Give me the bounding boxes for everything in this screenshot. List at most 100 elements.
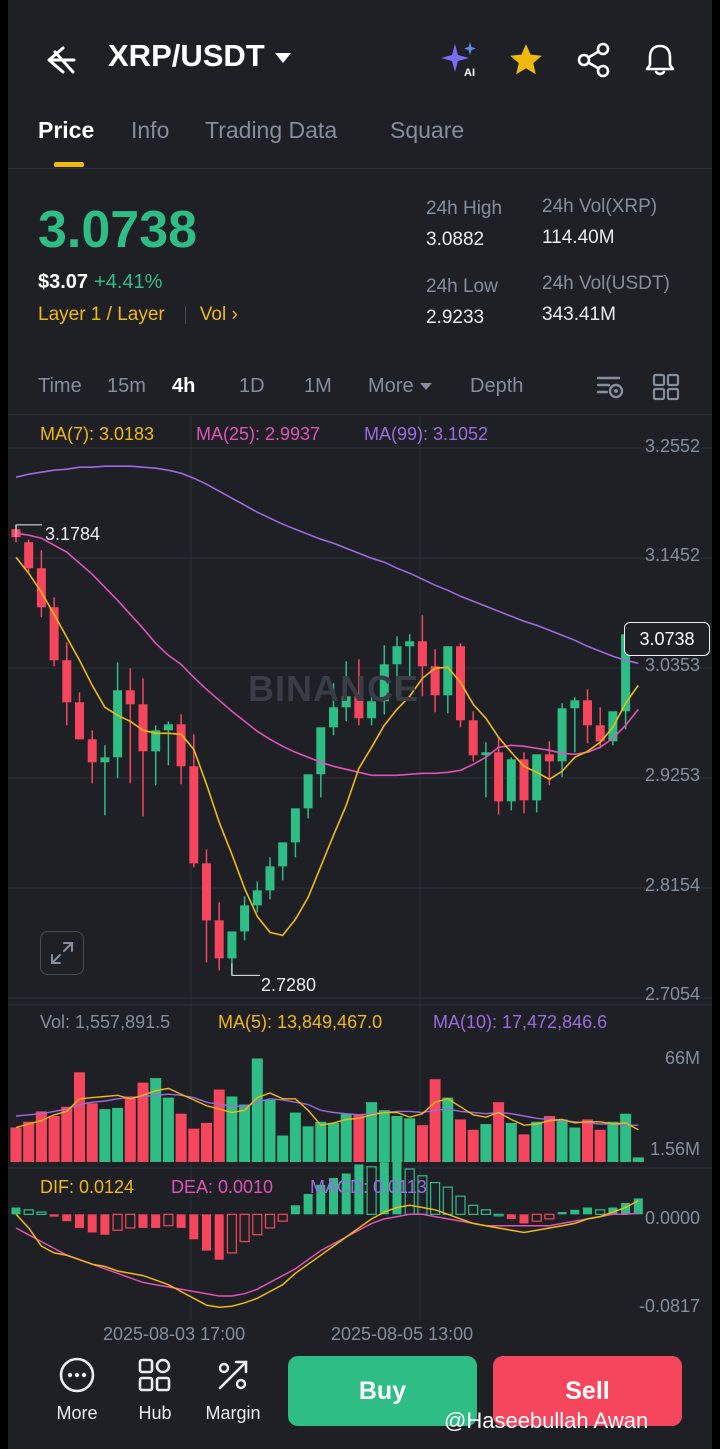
hub-grid-icon [138, 1358, 171, 1392]
24h-high-label: 24h High [426, 198, 503, 219]
candle-body [367, 701, 377, 719]
high-marker-leader [15, 524, 42, 537]
interval-divider [8, 414, 712, 415]
favorite-star-icon[interactable] [504, 38, 548, 82]
candle-body [163, 724, 173, 731]
fullscreen-expand-icon[interactable] [40, 931, 84, 975]
volume-bar [632, 1157, 644, 1162]
tab-trading-data[interactable]: Trading Data [205, 117, 338, 143]
interval-15m[interactable]: 15m [107, 375, 146, 397]
volume-ma10-label: MA(10): 17,472,846.6 [433, 1012, 608, 1032]
macd-histogram-bar [277, 1213, 288, 1222]
candle-body [468, 720, 478, 756]
macd-histogram-bar [392, 1159, 402, 1215]
interval-4h[interactable]: 4h [172, 375, 196, 397]
macd-histogram-bar [583, 1207, 592, 1215]
vol-link[interactable]: Vol › [199, 304, 238, 325]
candle-body [430, 666, 440, 696]
volume-bar [61, 1106, 73, 1162]
volume-bar [48, 1116, 60, 1162]
macd-histogram-bar [264, 1213, 276, 1229]
active-tab-indicator [54, 162, 84, 167]
volume-label: Vol: 1,557,891.5 [40, 1012, 171, 1032]
macd-histogram-bar [176, 1214, 186, 1228]
volume-bar [607, 1121, 619, 1162]
ma7-line [15, 556, 639, 937]
volume-bar [467, 1129, 479, 1162]
interval-1d[interactable]: 1D [239, 375, 265, 397]
volume-bar [582, 1119, 593, 1162]
volume-bar [556, 1119, 568, 1162]
share-icon[interactable] [572, 38, 616, 82]
macd-histogram-bar [570, 1209, 580, 1215]
candle-body [379, 664, 389, 702]
tab-info[interactable]: Info [131, 117, 170, 143]
candle-body [354, 696, 364, 719]
tag-separator [184, 305, 186, 324]
macd-histogram-bar [239, 1213, 250, 1243]
volume-bar [302, 1126, 314, 1162]
volume-bar [213, 1089, 225, 1162]
layout-grid-icon[interactable] [644, 365, 688, 409]
candle-body [621, 634, 631, 712]
candle-body [443, 646, 453, 696]
macd-histogram-bar [442, 1186, 453, 1215]
candle-body [36, 568, 46, 608]
macd-histogram-bar [49, 1214, 59, 1217]
macd-histogram-bar [316, 1184, 326, 1215]
candle-body [62, 660, 72, 703]
macd-histogram-bar [519, 1214, 529, 1224]
macd-axis-top: 0.0000 [644, 1208, 700, 1228]
hub-label: Hub [138, 1403, 172, 1423]
macd-histogram-bar [366, 1166, 377, 1215]
pair-title: XRP/USDT [108, 38, 265, 73]
candle-body [176, 724, 186, 767]
buy-button[interactable]: Buy [288, 1356, 477, 1426]
category-tag[interactable]: Layer 1 / Layer [38, 304, 165, 325]
margin-button[interactable]: Margin [198, 1356, 268, 1424]
macd-histogram-bar [125, 1213, 136, 1229]
macd-histogram-bar [36, 1211, 47, 1215]
interval-more[interactable]: More [368, 375, 432, 398]
candle-body [405, 641, 415, 647]
volume-bar [23, 1121, 35, 1162]
more-dots-icon [59, 1357, 95, 1393]
tags-row: Layer 1 / Layer Vol › [38, 304, 238, 326]
volume-bar [442, 1097, 454, 1162]
hub-button[interactable]: Hub [120, 1356, 190, 1424]
price-axis-label: 3.1452 [644, 545, 700, 565]
macd-dea-line [15, 1212, 639, 1297]
back-icon[interactable] [38, 38, 82, 82]
interval-1m[interactable]: 1M [304, 375, 332, 397]
time-axis-label: 2025-08-05 13:00 [331, 1324, 474, 1344]
caret-down-icon [274, 52, 291, 63]
price-axis-label: 2.8154 [644, 875, 700, 895]
current-price-tag: 3.0738 [624, 622, 710, 656]
volume-bar [455, 1119, 466, 1162]
price-change-percent: +4.41% [94, 271, 163, 293]
chart-settings-icon[interactable] [588, 365, 632, 409]
more-button[interactable]: More [42, 1356, 112, 1424]
app-screen: XRP/USDT AI Price Info Trading Data Squa… [8, 0, 712, 1449]
candle-body [417, 641, 427, 667]
tab-price[interactable]: Price [38, 117, 95, 143]
tab-square[interactable]: Square [390, 117, 465, 143]
volume-bar [74, 1072, 85, 1162]
24h-vol-base-value: 114.40M [542, 227, 615, 248]
interval-time[interactable]: Time [38, 375, 82, 397]
macd-histogram-bar [506, 1214, 516, 1219]
macd-histogram-bar [290, 1205, 300, 1215]
candle-body [583, 700, 592, 726]
candlestick-chart[interactable] [8, 0, 712, 1340]
sell-button[interactable]: Sell [493, 1356, 682, 1426]
dea-label: DEA: 0.0010 [171, 1177, 274, 1197]
pair-selector[interactable]: XRP/USDT [108, 38, 291, 74]
notification-bell-icon[interactable] [638, 38, 682, 82]
macd-histogram-bar [189, 1214, 199, 1240]
candle-body [557, 708, 567, 762]
ai-sparkle-icon[interactable]: AI [438, 38, 482, 82]
volume-bar [201, 1122, 212, 1162]
macd-histogram-bar [163, 1213, 174, 1227]
macd-histogram-bar [100, 1214, 110, 1235]
depth-tab[interactable]: Depth [470, 375, 524, 397]
